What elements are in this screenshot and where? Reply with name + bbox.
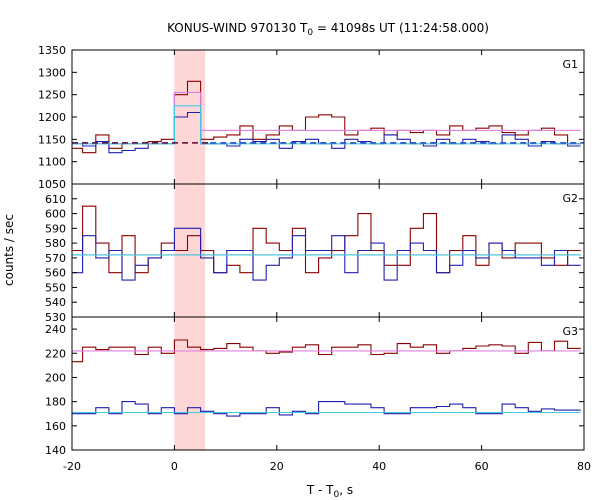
series-line-g3-0 bbox=[72, 339, 581, 363]
chart-title: KONUS-WIND 970130 T0 = 41098s UT (11:24:… bbox=[167, 21, 489, 38]
x-tick-label: 40 bbox=[372, 460, 386, 473]
series-line-g1-2 bbox=[72, 91, 581, 145]
panel-label-g1: G1 bbox=[562, 58, 578, 71]
panel-g1: 1050 1100 1150 1200 1250 1300 1350 G1 bbox=[38, 44, 585, 191]
x-axis-label: T - T0, s bbox=[306, 483, 353, 500]
y-tick-label: 1250 bbox=[38, 89, 66, 102]
x-tick-label: 0 bbox=[171, 460, 178, 473]
y-tick-label: 570 bbox=[45, 252, 66, 265]
series-line-g1-0 bbox=[72, 80, 581, 154]
y-tick-label: 180 bbox=[45, 396, 66, 409]
x-tick-label: 60 bbox=[475, 460, 489, 473]
y-tick-label: 160 bbox=[45, 420, 66, 433]
y-tick-label: 1350 bbox=[38, 44, 66, 57]
y-tick-label: 140 bbox=[45, 444, 66, 457]
y-tick-label: 540 bbox=[45, 296, 66, 309]
panel-frame-g1 bbox=[71, 49, 585, 185]
y-tick-label: 600 bbox=[45, 208, 66, 221]
series-line-g2-1 bbox=[72, 227, 581, 281]
y-axis-label: counts / sec bbox=[2, 214, 16, 286]
y-tick-label: 220 bbox=[45, 347, 66, 360]
y-tick-label: 1100 bbox=[38, 156, 66, 169]
y-tick-label: 1050 bbox=[38, 178, 66, 191]
x-tick-label: 80 bbox=[577, 460, 591, 473]
panel-label-g2: G2 bbox=[562, 192, 578, 205]
y-tick-label: 1200 bbox=[38, 111, 66, 124]
y-tick-label: 530 bbox=[45, 311, 66, 324]
y-tick-label: 240 bbox=[45, 323, 66, 336]
y-tick-label: 560 bbox=[45, 267, 66, 280]
y-tick-label: 550 bbox=[45, 281, 66, 294]
y-tick-label: 610 bbox=[45, 193, 66, 206]
panel-g3: 140 160 180 200 220 240 G3 bbox=[45, 316, 585, 457]
y-tick-label: 200 bbox=[45, 371, 66, 384]
panel-frame-g3 bbox=[71, 316, 585, 451]
series-line-g3-1 bbox=[72, 401, 581, 417]
x-tick-label: -20 bbox=[63, 460, 81, 473]
y-tick-label: 1300 bbox=[38, 66, 66, 79]
y-tick-label: 1150 bbox=[38, 133, 66, 146]
y-tick-label: 580 bbox=[45, 237, 66, 250]
y-tick-label: 590 bbox=[45, 222, 66, 235]
series-line-g1-3 bbox=[72, 105, 581, 145]
plot-panels: 1050110011501200125013001350G15305405505… bbox=[38, 44, 591, 473]
panel-label-g3: G3 bbox=[562, 325, 578, 338]
x-tick-label: 20 bbox=[270, 460, 284, 473]
